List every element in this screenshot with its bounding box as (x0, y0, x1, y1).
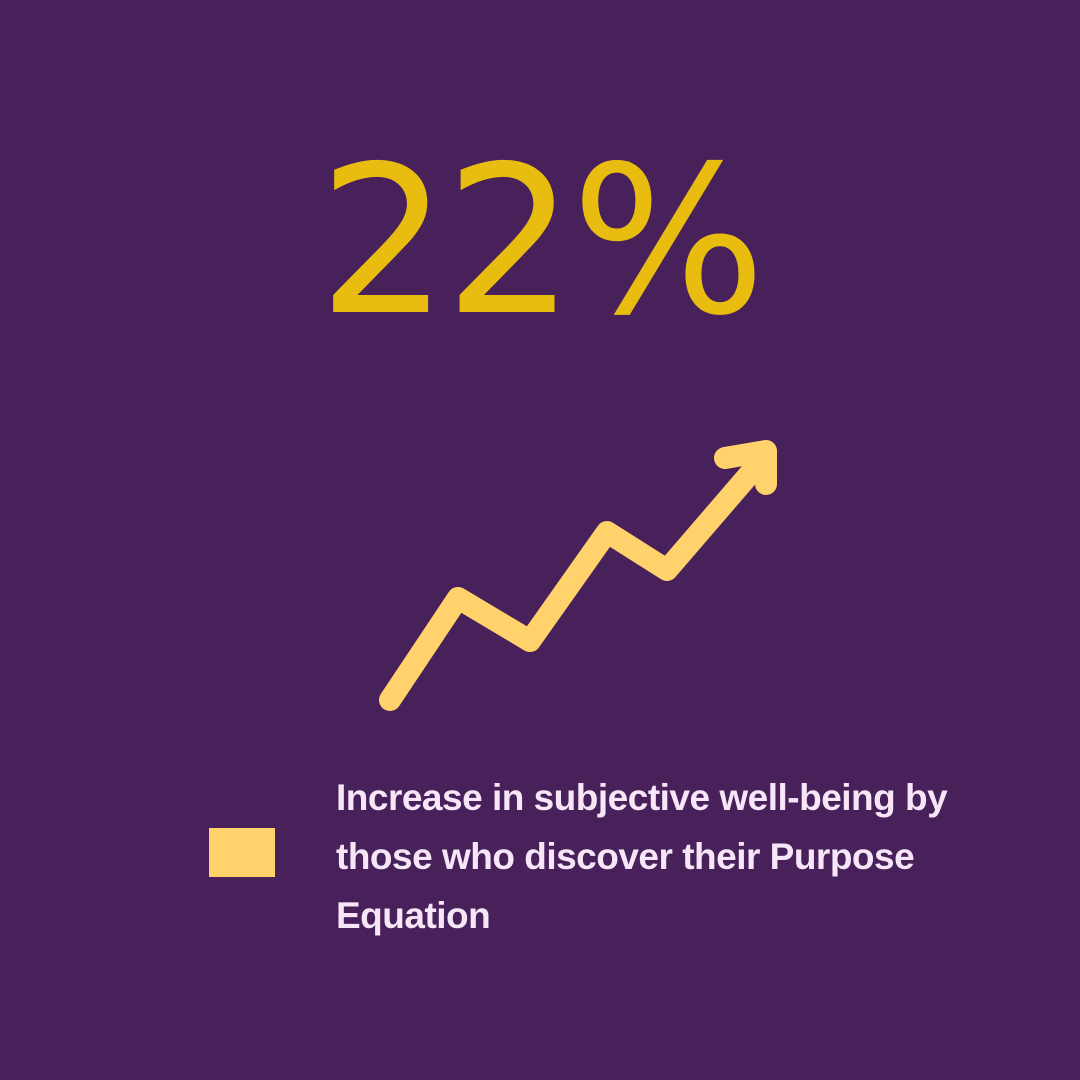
caption-text: Increase in subjective well-being by tho… (336, 777, 948, 936)
stat-percentage: 22% (318, 123, 766, 361)
trending-up-arrow-icon (379, 440, 777, 711)
legend-swatch (209, 828, 275, 877)
